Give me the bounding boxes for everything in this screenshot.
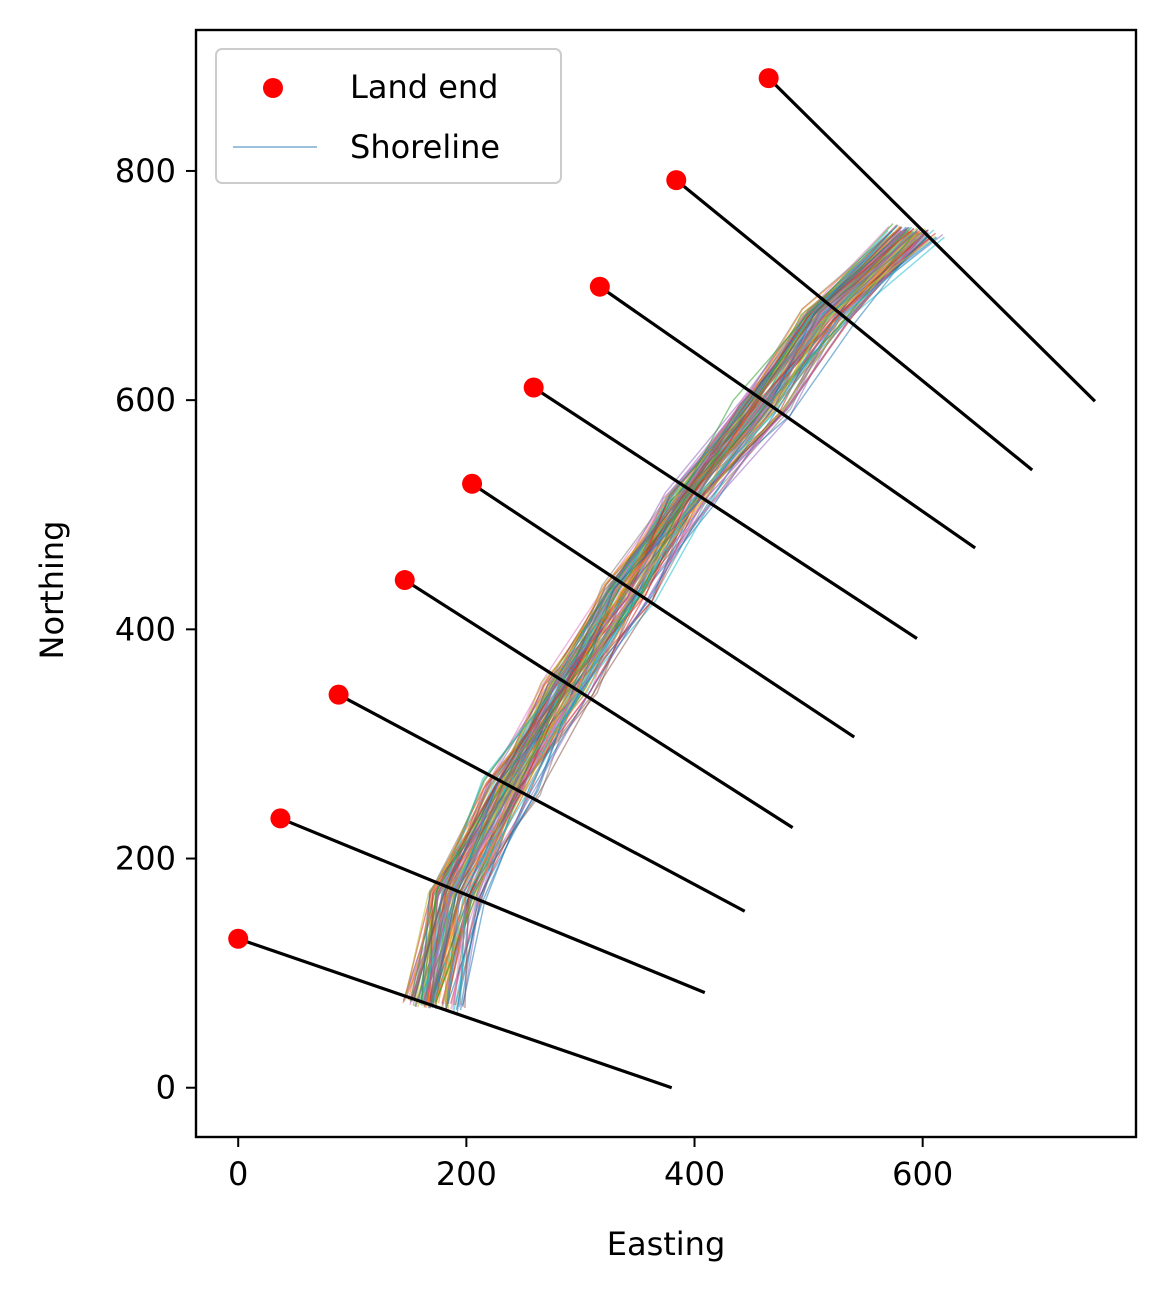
transect-line xyxy=(337,693,746,913)
x-tick-label: 400 xyxy=(664,1155,725,1193)
shoreline-line xyxy=(441,229,929,1004)
y-tick-label: 200 xyxy=(115,840,176,878)
land-end-points xyxy=(228,68,779,949)
land-end-point xyxy=(523,377,544,398)
y-tick-label: 600 xyxy=(115,381,176,419)
shoreline-line xyxy=(431,229,935,1007)
transect-line xyxy=(767,76,1097,403)
transect-line xyxy=(279,816,706,995)
x-tick-label: 200 xyxy=(436,1155,497,1193)
shoreline-line xyxy=(404,232,901,1001)
shoreline-line xyxy=(413,226,903,1000)
x-tick-label: 0 xyxy=(228,1155,248,1193)
legend-land-end-marker xyxy=(263,78,283,98)
transect-line xyxy=(237,937,673,1090)
shoreline-line xyxy=(407,226,902,1001)
land-end-point xyxy=(270,808,291,829)
y-axis-label: Northing xyxy=(33,521,71,660)
y-tick-label: 800 xyxy=(115,152,176,190)
land-end-point xyxy=(758,68,779,89)
legend-label-shoreline: Shoreline xyxy=(350,128,500,166)
y-axis: 0 200 400 600 800 xyxy=(115,152,196,1107)
shoreline-line xyxy=(422,228,919,1004)
shoreline-line xyxy=(424,230,889,1005)
transect-line xyxy=(598,285,977,550)
x-tick-label: 600 xyxy=(892,1155,953,1193)
y-tick-label: 0 xyxy=(156,1069,176,1107)
land-end-point xyxy=(394,570,415,591)
transect-line xyxy=(403,578,794,829)
transect-line xyxy=(675,178,1034,472)
land-end-point xyxy=(589,276,610,297)
shoreline-line xyxy=(431,226,907,1009)
transect-line xyxy=(471,482,856,739)
transect-lines xyxy=(237,76,1097,1090)
x-axis-label: Easting xyxy=(607,1225,726,1263)
x-axis: 0 200 400 600 xyxy=(228,1137,953,1193)
plot-frame xyxy=(194,28,1138,1139)
land-end-point xyxy=(666,170,687,191)
legend-box xyxy=(215,48,562,184)
land-end-point xyxy=(228,928,249,949)
transect-line xyxy=(532,386,918,640)
land-end-point xyxy=(328,684,349,705)
land-end-point xyxy=(462,473,483,494)
shoreline-line xyxy=(423,234,925,1001)
legend: Land end Shoreline xyxy=(215,48,562,184)
legend-label-land-end: Land end xyxy=(350,68,498,106)
y-tick-label: 400 xyxy=(115,610,176,648)
shoreline-line xyxy=(458,236,938,1008)
